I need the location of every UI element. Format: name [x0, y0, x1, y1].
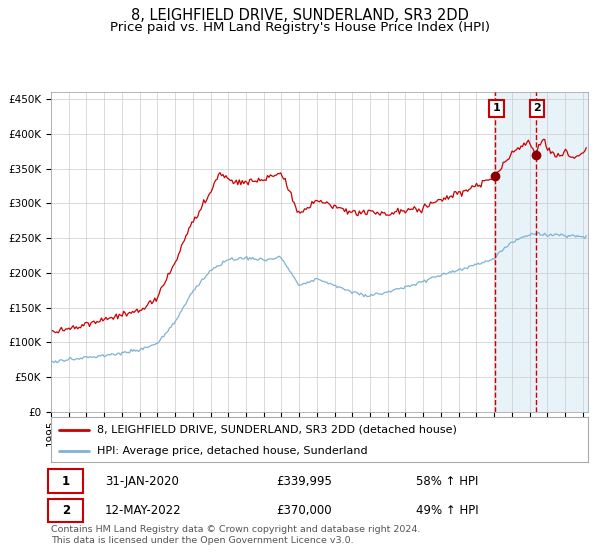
Text: 31-JAN-2020: 31-JAN-2020 [105, 474, 179, 488]
Text: 8, LEIGHFIELD DRIVE, SUNDERLAND, SR3 2DD (detached house): 8, LEIGHFIELD DRIVE, SUNDERLAND, SR3 2DD… [97, 424, 457, 435]
FancyBboxPatch shape [49, 499, 83, 522]
Text: 2: 2 [533, 104, 541, 113]
FancyBboxPatch shape [49, 469, 83, 493]
Text: £339,995: £339,995 [277, 474, 332, 488]
Text: 58% ↑ HPI: 58% ↑ HPI [416, 474, 479, 488]
Bar [496, 92, 588, 412]
Text: 2: 2 [62, 504, 70, 517]
Text: Contains HM Land Registry data © Crown copyright and database right 2024.
This d: Contains HM Land Registry data © Crown c… [51, 525, 421, 545]
Text: 1: 1 [493, 104, 500, 113]
Text: 12-MAY-2022: 12-MAY-2022 [105, 504, 181, 517]
Text: 1: 1 [62, 474, 70, 488]
Text: 8, LEIGHFIELD DRIVE, SUNDERLAND, SR3 2DD: 8, LEIGHFIELD DRIVE, SUNDERLAND, SR3 2DD [131, 8, 469, 24]
Text: £370,000: £370,000 [277, 504, 332, 517]
Text: HPI: Average price, detached house, Sunderland: HPI: Average price, detached house, Sund… [97, 446, 367, 456]
Text: Price paid vs. HM Land Registry's House Price Index (HPI): Price paid vs. HM Land Registry's House … [110, 21, 490, 34]
Text: 49% ↑ HPI: 49% ↑ HPI [416, 504, 479, 517]
